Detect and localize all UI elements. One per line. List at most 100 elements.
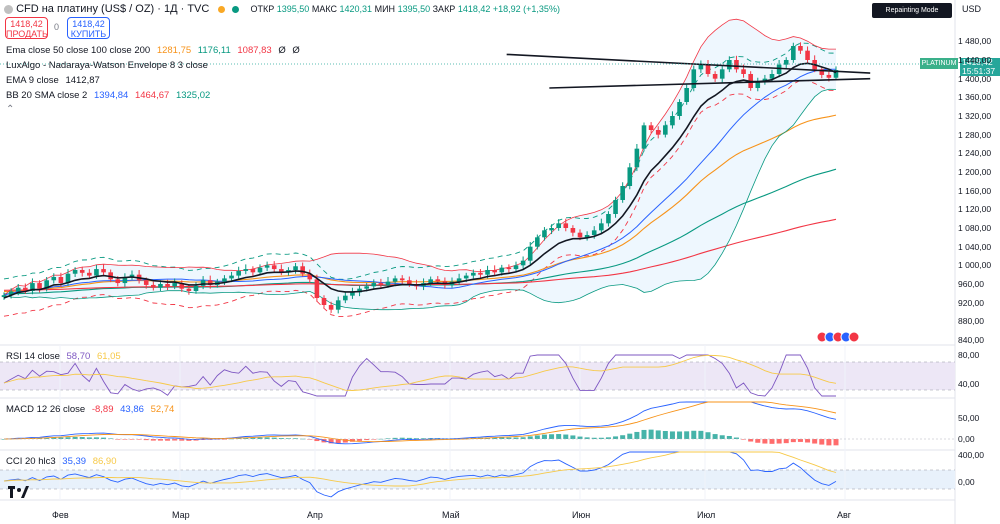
macd-histogram-bar	[1, 439, 7, 440]
candle	[350, 292, 355, 296]
macd-histogram-bar	[826, 439, 832, 446]
close-value: 1418,42	[457, 4, 491, 14]
candle	[122, 277, 128, 284]
macd-histogram-bar	[385, 438, 391, 439]
macd-histogram-bar	[577, 436, 583, 439]
price-tick-label: 1 000,00	[958, 260, 992, 271]
macd-histogram-bar	[584, 437, 590, 439]
macd-histogram-bar	[229, 438, 235, 440]
price-tick-label: 1 240,00	[958, 148, 992, 159]
macd-histogram-bar	[335, 439, 341, 444]
rsi-ma-value: 61,05	[96, 351, 121, 362]
open-label: ОТКР	[250, 4, 275, 14]
price-tick-label: 1 160,00	[958, 185, 992, 196]
candle	[634, 148, 640, 168]
macd-legend[interactable]: MACD 12 26 close -8,89 43,86 52,74	[6, 404, 174, 415]
candle	[584, 235, 590, 238]
candle	[599, 223, 604, 231]
indicator-ema9[interactable]: EMA 9 close 1412,87	[6, 75, 100, 86]
candle	[655, 130, 661, 135]
macd-histogram-bar	[328, 439, 334, 444]
macd-histogram-bar	[613, 436, 619, 439]
candle	[535, 237, 540, 247]
time-tick-label: Май	[442, 510, 460, 520]
indicator-bb[interactable]: BB 20 SMA close 2 1394,84 1464,67 1325,0…	[6, 90, 210, 101]
candle	[79, 270, 85, 273]
macd-histogram-bar	[598, 437, 604, 439]
buy-price: 1418,42	[72, 19, 105, 29]
candle	[115, 279, 121, 284]
candle	[513, 265, 519, 270]
candle	[51, 277, 57, 281]
sell-button[interactable]: 1418,42 ПРОДАТЬ	[5, 17, 48, 39]
candle	[300, 266, 305, 274]
candle	[264, 265, 270, 268]
buy-label: КУПИТЬ	[70, 29, 107, 39]
cci-label: CCI 20 hlc3	[6, 456, 56, 467]
candle	[613, 200, 618, 214]
candle	[257, 267, 263, 273]
macd-histogram-bar	[364, 439, 370, 441]
trendline	[549, 77, 871, 89]
price-tick-label: 1 040,00	[958, 241, 992, 252]
indicator-label: LuxAlgo - Nadaraya-Watson Envelope 8 3 c…	[6, 60, 208, 71]
macd-histogram-bar	[499, 437, 505, 439]
realtime-dot-icon	[232, 5, 240, 13]
indicator-value: Ø	[292, 45, 300, 56]
candle	[158, 284, 163, 288]
macd-histogram-bar	[527, 436, 533, 439]
candle	[556, 223, 561, 228]
price-tick-label: 840,00	[958, 335, 984, 345]
last-price-tag: PLATINUM 1418,42 15:51:37	[920, 58, 1000, 76]
candle	[129, 274, 135, 277]
open-value: 1395,50	[276, 4, 310, 14]
macd-histogram-bar	[705, 432, 711, 439]
macd-histogram-bar	[492, 437, 498, 439]
macd-histogram-bar	[534, 435, 540, 439]
candle	[222, 278, 227, 282]
price-tag-price: 1418,42	[962, 57, 993, 67]
change-value: +18,92 (+1,35%)	[492, 4, 560, 14]
time-tick-label: Июн	[572, 510, 591, 520]
candle	[691, 69, 697, 88]
cci-legend[interactable]: CCI 20 hlc3 35,39 86,90	[6, 456, 116, 467]
rsi-axis-80: 80,00	[958, 350, 980, 360]
candle	[44, 280, 49, 289]
candle	[499, 267, 505, 273]
repainting-badge: Repainting Mode Enabled	[872, 3, 952, 29]
indicator-value: 1176,11	[197, 45, 231, 56]
candle	[606, 214, 611, 224]
candle	[798, 46, 803, 51]
indicator-value: 1412,87	[65, 75, 100, 86]
macd-histogram-bar	[520, 437, 526, 439]
buy-button[interactable]: 1418,42 КУПИТЬ	[67, 17, 110, 39]
candle	[307, 273, 313, 280]
rsi-axis-40: 40,00	[958, 379, 980, 389]
indicator-value: Ø	[278, 45, 286, 56]
macd-histogram-bar	[741, 439, 747, 440]
rsi-legend[interactable]: RSI 14 close 58,70 61,05	[6, 351, 121, 362]
candle	[648, 125, 654, 130]
candle	[243, 269, 249, 271]
macd-histogram-bar	[165, 439, 171, 441]
candle	[741, 69, 746, 74]
candle	[392, 278, 398, 282]
candle	[186, 288, 192, 291]
high-label: МАКС	[311, 4, 337, 14]
collapse-legend-icon[interactable]: ⌃	[6, 104, 15, 115]
indicator-nadaraya[interactable]: LuxAlgo - Nadaraya-Watson Envelope 8 3 c…	[6, 60, 208, 71]
currency-selector[interactable]: USD	[962, 4, 982, 14]
price-tick-label: 1 120,00	[958, 204, 992, 215]
indicator-ema-multi[interactable]: Ema close 50 close 100 close 200 1281,75…	[6, 45, 300, 56]
indicator-value: 1281,75	[156, 45, 192, 56]
candle	[833, 70, 839, 78]
candle	[435, 279, 441, 282]
macd-histogram-bar	[513, 437, 519, 439]
macd-histogram-bar	[591, 437, 597, 439]
chart-title[interactable]: CFD на платину (US$ / OZ) · 1Д · TVC	[16, 3, 210, 15]
candle	[705, 64, 711, 74]
bollinger-fill	[4, 19, 836, 310]
candle	[8, 291, 14, 296]
tradingview-logo-icon	[8, 486, 29, 498]
